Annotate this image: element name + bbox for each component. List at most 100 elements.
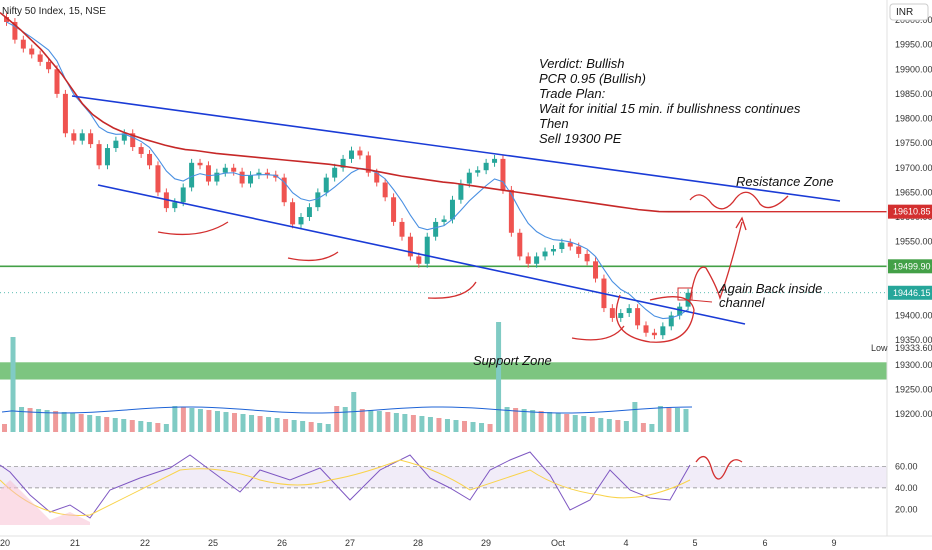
volume-bar [674, 408, 680, 432]
rsi-tick-label: 40.00 [895, 483, 918, 493]
volume-bar [453, 420, 459, 432]
volume-bar [266, 417, 272, 432]
candle-body [635, 308, 641, 326]
rsi-tick-label: 20.00 [895, 504, 918, 514]
volume-bar [564, 414, 570, 432]
y-tick-label: 19800.00 [895, 114, 932, 124]
candle-body [281, 177, 287, 203]
volume-bar [538, 411, 544, 432]
y-tick-label: 19300.00 [895, 360, 932, 370]
rsi-oversold-fill [0, 480, 90, 525]
volume-bar [325, 424, 331, 432]
bounce-arrow [287, 251, 339, 262]
volume-bar [163, 424, 169, 432]
y-tick-label: 19850.00 [895, 89, 932, 99]
candle-body [104, 148, 110, 166]
resistance-zone-label: Resistance Zone [736, 174, 834, 189]
candle-body [197, 162, 203, 166]
candle-body [155, 165, 161, 193]
x-tick-label: 27 [345, 538, 355, 548]
volume-bar [61, 412, 67, 432]
volume-bar [606, 419, 612, 432]
candle-body [508, 189, 514, 233]
volume-bar [504, 407, 510, 432]
candle-body [626, 308, 632, 314]
x-tick-label: Oct [551, 538, 566, 548]
volume-bar [623, 421, 629, 432]
y-tick-label: 19950.00 [895, 40, 932, 50]
volume-bar [300, 421, 306, 432]
verdict-text-line: Trade Plan: [539, 86, 606, 101]
candle-body [340, 158, 346, 168]
volume-bar [138, 421, 144, 432]
candle-body [71, 133, 77, 141]
x-tick-label: 9 [831, 538, 836, 548]
volume-bar [36, 409, 42, 432]
volume-bar [180, 407, 186, 432]
volume-bar [572, 415, 578, 432]
volume-bar [368, 410, 374, 432]
channel-upper-line [71, 95, 841, 202]
candle-body [500, 158, 506, 190]
candle-body [424, 236, 430, 264]
candle-body [46, 61, 52, 70]
volume-bar [155, 423, 161, 432]
candle-body [618, 313, 624, 318]
candle-body [399, 221, 405, 237]
candle-body [576, 246, 582, 254]
candle-body [248, 175, 254, 184]
candle-body [416, 256, 422, 264]
breakout-circle [615, 294, 695, 343]
y-tick-label: 19700.00 [895, 163, 932, 173]
y-tick-label: 19250.00 [895, 384, 932, 394]
volume-bar [402, 414, 408, 432]
volume-bar [44, 410, 50, 432]
candle-body [172, 202, 178, 209]
x-tick-label: 29 [481, 538, 491, 548]
candle-body [20, 39, 26, 49]
candle-body [550, 249, 556, 252]
volume-bar [410, 415, 416, 432]
candle-body [96, 144, 102, 166]
back-inside-label: channel [719, 295, 766, 310]
candle-body [298, 217, 304, 225]
candle-body [660, 326, 666, 336]
volume-bar [129, 420, 135, 432]
volume-bar [87, 415, 93, 432]
candle-body [542, 251, 548, 257]
channel-lower-line [97, 184, 746, 325]
volume-bar [649, 424, 655, 432]
volume-ma-line [1, 406, 693, 414]
candle-body [593, 261, 599, 279]
candle-body [121, 133, 127, 141]
projection-arrow [689, 221, 743, 301]
candle-body [407, 236, 413, 257]
candle-body [534, 256, 540, 264]
back-inside-label: Again Back inside [718, 281, 822, 296]
candle-body [205, 165, 211, 182]
low-prefix-label: Low [871, 343, 888, 353]
currency-box [889, 3, 929, 21]
price-tag-bg [888, 285, 932, 300]
candle-body [290, 202, 296, 225]
volume-bar [317, 423, 323, 432]
volume-bar [232, 413, 237, 432]
candle-body [332, 167, 338, 178]
volume-bar [70, 413, 76, 432]
volume-bar [257, 416, 263, 432]
candle-body [382, 182, 388, 198]
volume-bar [436, 418, 442, 432]
candle-body [29, 48, 35, 55]
candle-body [677, 306, 683, 316]
volume-bar [359, 409, 365, 432]
volume-bar [632, 402, 638, 432]
candle-body [256, 172, 262, 176]
projection-arrow-head [735, 216, 747, 231]
candle-body [4, 17, 9, 22]
candle-body [449, 199, 455, 220]
rsi-projection [695, 455, 743, 480]
breakout-marker [677, 287, 693, 301]
volume-bar [95, 416, 101, 432]
callout-pointer [689, 299, 713, 303]
